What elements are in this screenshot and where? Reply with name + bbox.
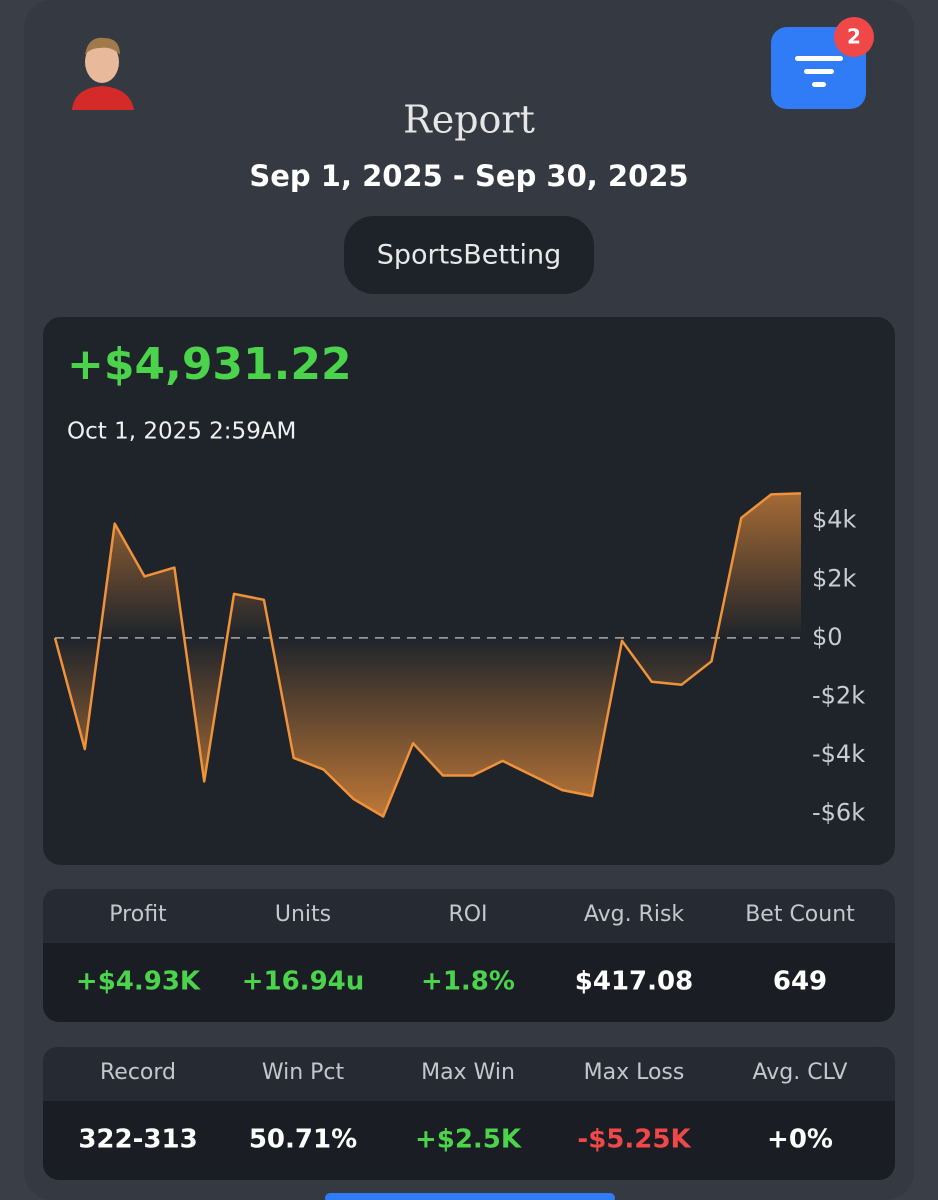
stats-header-row <box>43 889 895 943</box>
stat-value: $417.08 <box>575 967 693 997</box>
stat-value: 322-313 <box>78 1125 197 1155</box>
stat-value: 50.71% <box>249 1125 357 1155</box>
badge <box>834 17 874 57</box>
filter-chip[interactable] <box>344 216 594 294</box>
avatar[interactable] <box>70 37 135 110</box>
line <box>53 492 802 818</box>
stats-header-row <box>43 1047 895 1101</box>
y-tick-label: $2k <box>812 564 857 592</box>
stat-label: Max Win <box>421 1060 515 1085</box>
date-range: Sep 1, 2025 - Sep 30, 2025 <box>249 159 688 193</box>
stat-label: ROI <box>448 902 487 927</box>
stat-label: Record <box>100 1060 176 1085</box>
stat-value: +0% <box>767 1125 833 1155</box>
badge-count: 2 <box>847 25 861 49</box>
stat-label: Units <box>275 902 331 927</box>
stat-label: Max Loss <box>584 1060 685 1085</box>
stat-label: Avg. Risk <box>584 902 685 927</box>
stats: Profit +$4.93K Units +16.94u ROI +1.8% Avg. Ri… <box>43 889 895 1180</box>
area <box>55 493 801 817</box>
filter-chip-label: SportsBetting <box>377 240 562 271</box>
total-profit: +$4,931.22 <box>67 339 352 390</box>
stat-value: -$5.25K <box>577 1125 691 1155</box>
y-tick-label: $0 <box>812 623 843 651</box>
stat-label: Profit <box>109 902 167 927</box>
bottom-button[interactable] <box>325 1193 615 1200</box>
stat-value: +$4.93K <box>76 967 201 997</box>
stat-value: +16.94u <box>242 967 365 997</box>
stat-label: Win Pct <box>262 1060 345 1085</box>
stat-value: 649 <box>773 967 827 997</box>
chart: $4k $2k $0 -$2k -$4k -$6k <box>53 492 865 827</box>
y-tick-label: $4k <box>812 506 857 534</box>
y-tick-label: -$6k <box>812 799 865 827</box>
stat-label: Avg. CLV <box>753 1060 848 1085</box>
y-tick-label: -$2k <box>812 681 865 709</box>
y-tick-label: -$4k <box>812 740 865 768</box>
stat-value: +1.8% <box>421 967 515 997</box>
timestamp: Oct 1, 2025 2:59AM <box>67 419 296 445</box>
page-title: Report <box>403 98 535 142</box>
chart-card <box>43 317 895 865</box>
stat-value: +$2.5K <box>415 1125 522 1155</box>
stat-label: Bet Count <box>745 902 855 927</box>
